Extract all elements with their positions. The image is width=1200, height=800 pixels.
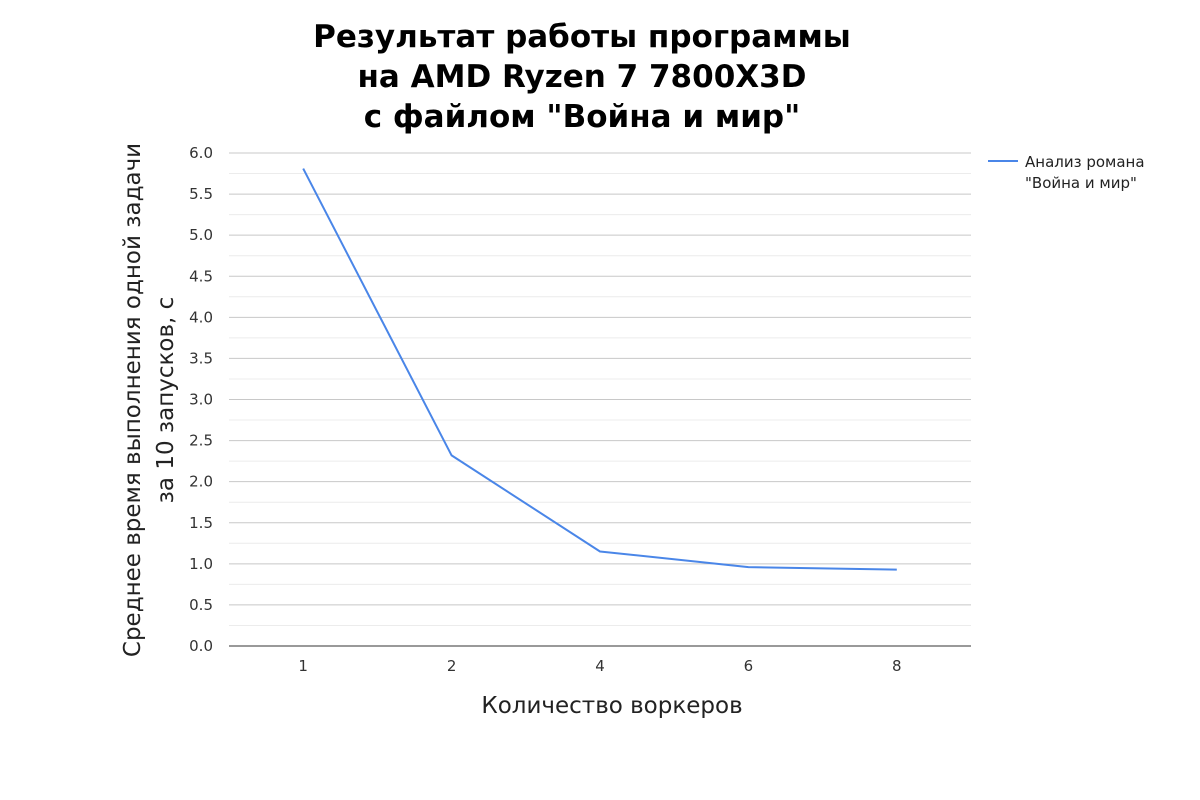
y-tick-label: 2.0 xyxy=(189,473,213,491)
y-tick-label: 1.0 xyxy=(189,555,213,573)
y-tick-label: 4.0 xyxy=(189,308,213,326)
y-tick-label: 0.5 xyxy=(189,596,213,614)
y-axis-ticks: 0.0 0.5 1.0 1.5 2.0 2.5 3.0 3.5 4.0 4.5 5.0 5.5 6.0 xyxy=(189,144,213,655)
x-tick-label: 8 xyxy=(892,657,902,675)
x-tick-label: 2 xyxy=(447,657,457,675)
legend: Анализ романа "Война и мир" xyxy=(988,153,1145,192)
chart-title: Результат работы программы на AMD Ryzen … xyxy=(313,19,851,135)
y-tick-label: 1.5 xyxy=(189,514,213,532)
chart-title-line-3: с файлом "Война и мир" xyxy=(364,99,801,135)
x-tick-label: 6 xyxy=(744,657,754,675)
y-tick-label: 0.0 xyxy=(189,637,213,655)
chart-title-line-1: Результат работы программы xyxy=(313,19,851,55)
y-tick-label: 5.0 xyxy=(189,226,213,244)
y-tick-label: 2.5 xyxy=(189,432,213,450)
series-line xyxy=(302,168,897,571)
series-layer xyxy=(302,168,897,571)
y-tick-label: 4.5 xyxy=(189,267,213,285)
y-tick-label: 3.5 xyxy=(189,349,213,367)
y-axis-title-line-1: Среднее время выполнения одной задачи xyxy=(120,143,146,657)
y-tick-label: 3.0 xyxy=(189,391,213,409)
y-axis-title: Среднее время выполнения одной задачи за… xyxy=(120,143,179,657)
y-axis-title-line-2: за 10 запусков, с xyxy=(153,297,179,504)
grid xyxy=(229,152,971,626)
x-axis-title: Количество воркеров xyxy=(481,693,742,719)
y-tick-label: 5.5 xyxy=(189,185,213,203)
x-axis-ticks: 1 2 4 6 8 xyxy=(298,657,901,675)
chart-title-line-2: на AMD Ryzen 7 7800X3D xyxy=(358,59,807,95)
x-tick-label: 4 xyxy=(595,657,605,675)
legend-label-line-1: Анализ романа xyxy=(1025,153,1145,171)
y-tick-label: 6.0 xyxy=(189,144,213,162)
x-tick-label: 1 xyxy=(298,657,308,675)
legend-label-line-2: "Война и мир" xyxy=(1025,174,1137,192)
